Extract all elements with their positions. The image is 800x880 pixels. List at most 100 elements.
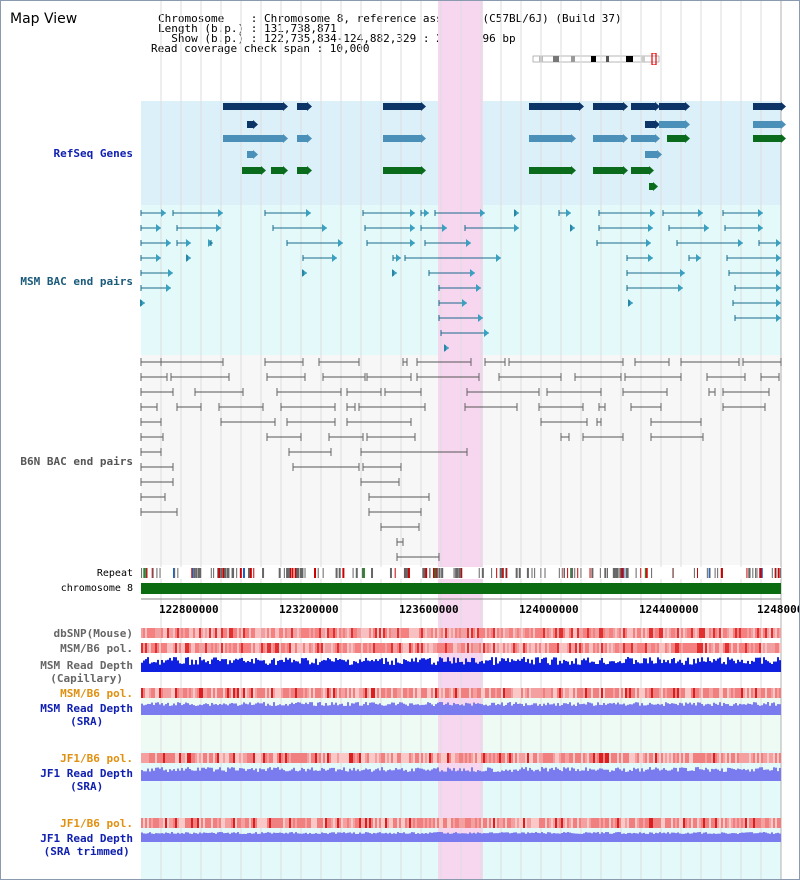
read-depth-bar (309, 664, 311, 672)
refseq-gene (631, 167, 649, 174)
polymorphism-cell (219, 818, 221, 828)
polymorphism-cell (673, 643, 675, 653)
repeat-feature (195, 568, 197, 578)
read-depth-bar (443, 704, 445, 715)
polymorphism-cell (527, 628, 529, 638)
polymorphism-cell (749, 628, 751, 638)
repeat-feature (619, 568, 622, 578)
polymorphism-cell (305, 753, 307, 763)
repeat-feature (709, 568, 711, 578)
polymorphism-cell (181, 753, 183, 763)
read-depth-bar (225, 704, 227, 715)
read-depth-bar (333, 704, 335, 715)
polymorphism-cell (269, 643, 271, 653)
repeat-feature (339, 568, 341, 578)
polymorphism-cell (697, 818, 699, 828)
read-depth-bar (179, 833, 181, 842)
read-depth-bar (245, 833, 247, 842)
read-depth-bar (159, 664, 161, 672)
read-depth-bar (729, 767, 731, 781)
polymorphism-cell (319, 643, 321, 653)
polymorphism-cell (187, 688, 189, 698)
polymorphism-cell (239, 628, 241, 638)
read-depth-bar (415, 704, 417, 715)
polymorphism-cell (231, 818, 233, 828)
polymorphism-cell (353, 818, 355, 828)
polymorphism-cell (683, 628, 685, 638)
read-depth-bar (405, 704, 407, 715)
refseq-gene (242, 167, 261, 174)
read-depth-bar (739, 833, 741, 842)
polymorphism-cell (169, 818, 171, 828)
polymorphism-cell (741, 628, 743, 638)
polymorphism-cell (713, 628, 715, 638)
refseq-gene (645, 121, 655, 128)
read-depth-bar (639, 832, 641, 842)
polymorphism-cell (257, 688, 259, 698)
polymorphism-cell (603, 818, 605, 828)
read-depth-bar (551, 704, 553, 715)
read-depth-bar (629, 704, 631, 715)
polymorphism-cell (427, 818, 429, 828)
read-depth-bar (177, 702, 179, 715)
read-depth-bar (351, 664, 353, 672)
polymorphism-cell (643, 818, 645, 828)
read-depth-bar (779, 660, 781, 672)
polymorphism-cell (669, 688, 671, 698)
polymorphism-cell (411, 643, 413, 653)
read-depth-bar (751, 769, 753, 781)
polymorphism-cell (343, 753, 345, 763)
polymorphism-cell (185, 753, 187, 763)
polymorphism-cell (613, 688, 615, 698)
repeat-feature (217, 568, 220, 578)
polymorphism-cell (463, 688, 465, 698)
read-depth-bar (451, 705, 453, 715)
read-depth-bar (597, 702, 599, 715)
polymorphism-cell (345, 643, 347, 653)
read-depth-bar (459, 662, 461, 672)
polymorphism-cell (165, 628, 167, 638)
read-depth-bar (191, 704, 193, 715)
read-depth-bar (223, 833, 225, 842)
read-depth-bar (225, 771, 227, 781)
read-depth-bar (293, 704, 295, 715)
read-depth-bar (143, 660, 145, 672)
read-depth-bar (419, 833, 421, 842)
bac-end-marker (680, 269, 685, 277)
polymorphism-cell (149, 688, 151, 698)
read-depth-bar (669, 663, 671, 672)
polymorphism-cell (653, 628, 655, 638)
polymorphism-cell (181, 818, 183, 828)
read-depth-bar (709, 833, 711, 842)
read-depth-bar (647, 833, 649, 842)
polymorphism-cell (611, 688, 613, 698)
read-depth-bar (247, 704, 249, 715)
read-depth-bar (419, 705, 421, 715)
read-depth-bar (691, 664, 693, 672)
polymorphism-cell (551, 818, 553, 828)
polymorphism-cell (373, 753, 375, 763)
polymorphism-cell (649, 818, 651, 828)
read-depth-bar (479, 832, 481, 842)
polymorphism-cell (577, 688, 579, 698)
polymorphism-cell (585, 643, 587, 653)
polymorphism-cell (467, 688, 469, 698)
read-depth-bar (203, 832, 205, 842)
polymorphism-cell (281, 818, 283, 828)
polymorphism-cell (755, 688, 757, 698)
repeat-feature (635, 568, 637, 578)
polymorphism-cell (397, 753, 399, 763)
read-depth-bar (381, 705, 383, 715)
polymorphism-cell (715, 628, 717, 638)
polymorphism-cell (433, 753, 435, 763)
polymorphism-cell (147, 628, 149, 638)
polymorphism-cell (507, 818, 509, 828)
read-depth-bar (491, 657, 493, 672)
read-depth-bar (585, 767, 587, 781)
polymorphism-cell (671, 688, 673, 698)
polymorphism-cell (435, 818, 437, 828)
polymorphism-cell (603, 753, 605, 763)
polymorphism-cell (421, 643, 423, 653)
read-depth-bar (145, 771, 147, 781)
